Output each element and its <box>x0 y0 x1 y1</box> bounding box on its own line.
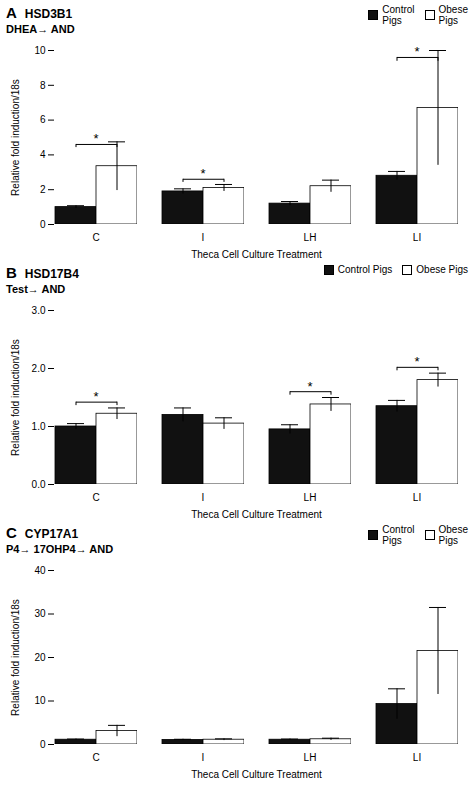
svg-text:*: * <box>307 379 312 394</box>
svg-text:3.0: 3.0 <box>32 305 46 316</box>
html-text:HSD17B4: HSD17B4 <box>24 267 79 281</box>
html-text:P4→ 17OHP4→ AND: P4→ 17OHP4→ AND <box>6 543 114 555</box>
html-text:HSD3B1: HSD3B1 <box>24 7 73 21</box>
html-text:DHEA→ AND: DHEA→ AND <box>6 23 75 35</box>
svg-text:C: C <box>92 752 99 763</box>
html-text:A: A <box>6 4 17 21</box>
svg-text:*: * <box>93 131 98 146</box>
svg-text:*: * <box>93 389 98 404</box>
svg-text:2: 2 <box>40 184 46 195</box>
html-text:Obese Pigs: Obese Pigs <box>438 524 468 546</box>
svg-text:Theca Cell Culture Treatment: Theca Cell Culture Treatment <box>191 769 322 780</box>
svg-text:LI: LI <box>413 492 421 503</box>
svg-text:10: 10 <box>34 45 46 56</box>
html-text:Obese Pigs: Obese Pigs <box>438 4 468 26</box>
svg-text:8: 8 <box>40 80 46 91</box>
svg-text:*: * <box>414 44 419 59</box>
html-text:Test→ AND: Test→ AND <box>6 283 66 295</box>
svg-text:*: * <box>200 166 205 181</box>
svg-text:40: 40 <box>34 565 46 576</box>
html-text:Control Pigs: Control Pigs <box>382 524 415 546</box>
html-text:Control Pigs: Control Pigs <box>337 264 393 275</box>
svg-text:LH: LH <box>304 492 317 503</box>
svg-text:0: 0 <box>40 219 46 230</box>
svg-text:C: C <box>92 492 99 503</box>
svg-text:LI: LI <box>413 232 421 243</box>
svg-text:0: 0 <box>40 739 46 750</box>
svg-text:LH: LH <box>304 752 317 763</box>
svg-text:10: 10 <box>34 695 46 706</box>
svg-text:4: 4 <box>40 149 46 160</box>
svg-text:I: I <box>202 232 205 243</box>
html-text:Control Pigs: Control Pigs <box>382 4 415 26</box>
svg-text:2.0: 2.0 <box>32 363 46 374</box>
html-text:CYP17A1: CYP17A1 <box>24 527 79 541</box>
svg-text:Relative fold induction/18s: Relative fold induction/18s <box>10 599 21 716</box>
html-text:Obese Pigs: Obese Pigs <box>416 264 468 275</box>
svg-text:*: * <box>414 354 419 369</box>
svg-text:1.0: 1.0 <box>32 421 46 432</box>
svg-text:30: 30 <box>34 608 46 619</box>
svg-text:I: I <box>202 752 205 763</box>
svg-text:LH: LH <box>304 232 317 243</box>
html-text:C: C <box>6 524 17 541</box>
html-text:B: B <box>6 264 17 281</box>
svg-text:0.0: 0.0 <box>32 479 46 490</box>
svg-text:Relative fold induction/18s: Relative fold induction/18s <box>10 79 21 196</box>
svg-text:LI: LI <box>413 752 421 763</box>
svg-text:C: C <box>92 232 99 243</box>
svg-text:Relative fold induction/18s: Relative fold induction/18s <box>10 339 21 456</box>
svg-text:I: I <box>202 492 205 503</box>
svg-text:6: 6 <box>40 114 46 125</box>
svg-text:20: 20 <box>34 652 46 663</box>
svg-text:Theca Cell Culture Treatment: Theca Cell Culture Treatment <box>191 509 322 520</box>
svg-text:Theca Cell Culture Treatment: Theca Cell Culture Treatment <box>191 249 322 260</box>
